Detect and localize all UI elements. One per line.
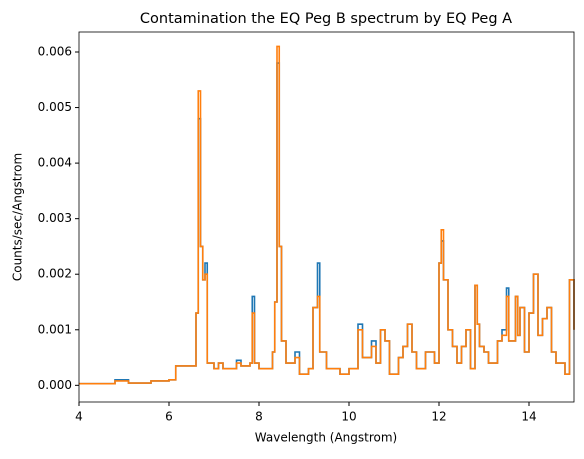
x-tick-label: 4 bbox=[75, 410, 83, 424]
x-tick-label: 10 bbox=[341, 410, 356, 424]
plot-frame bbox=[78, 31, 575, 403]
x-tick-label: 8 bbox=[255, 410, 263, 424]
x-tick-label: 6 bbox=[165, 410, 173, 424]
y-axis-label: Counts/sec/Angstrom bbox=[11, 153, 25, 281]
y-tick-label: 0.003 bbox=[38, 211, 72, 225]
x-tick-label: 12 bbox=[431, 410, 446, 424]
y-tick-label: 0.000 bbox=[38, 378, 72, 392]
step-line bbox=[79, 62, 575, 385]
x-tick-label: 14 bbox=[521, 410, 536, 424]
y-tick-label: 0.001 bbox=[38, 322, 72, 336]
y-tick-label: 0.002 bbox=[38, 267, 72, 281]
y-tick-label: 0.005 bbox=[38, 100, 72, 114]
chart-title: Contamination the EQ Peg B spectrum by E… bbox=[140, 11, 512, 27]
y-tick-label: 0.006 bbox=[38, 45, 72, 59]
step-line bbox=[79, 45, 575, 385]
x-axis-label: Wavelength (Angstrom) bbox=[255, 431, 397, 445]
y-tick-label: 0.004 bbox=[38, 156, 72, 170]
